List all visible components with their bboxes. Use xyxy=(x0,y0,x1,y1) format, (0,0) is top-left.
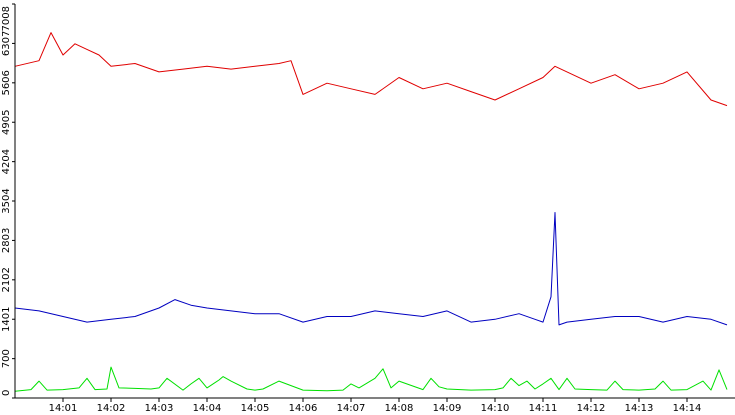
series-layer xyxy=(14,32,728,392)
y-tick-label: 700 xyxy=(1,349,12,368)
y-tick-label: 2102 xyxy=(1,267,12,292)
x-tick-label: 14:05 xyxy=(241,403,270,414)
x-tick-label: 14:06 xyxy=(289,403,318,414)
series-line-0 xyxy=(14,32,728,107)
series-line-1 xyxy=(14,212,728,326)
y-tick-label: 3504 xyxy=(1,188,12,213)
x-tick-label: 14:13 xyxy=(625,403,654,414)
y-tick-label: 4204 xyxy=(1,149,12,174)
y-tick-label: 4905 xyxy=(1,110,12,135)
x-tick-label: 14:10 xyxy=(481,403,510,414)
y-tick-label: 1401 xyxy=(1,307,12,332)
y-tick-label: 6307 xyxy=(1,31,12,56)
x-tick-label: 14:03 xyxy=(145,403,174,414)
x-tick-label: 14:09 xyxy=(433,403,462,414)
x-tick-label: 14:01 xyxy=(49,403,78,414)
x-tick-label: 14:07 xyxy=(337,403,366,414)
y-tick-label: 7008 xyxy=(1,6,12,31)
x-tick-label: 14:14 xyxy=(673,403,702,414)
y-tick-label: 2803 xyxy=(1,228,12,253)
x-tick-label: 14:04 xyxy=(193,403,222,414)
x-tick-label: 14:08 xyxy=(385,403,414,414)
y-tick-label: 5606 xyxy=(1,70,12,95)
x-tick-label: 14:12 xyxy=(577,403,606,414)
x-axis-ticks: 14:01 14:02 14:03 14:04 14:05 14:06 14:07 14:08… xyxy=(49,398,702,414)
series-line-2 xyxy=(14,366,728,392)
x-tick-label: 14:02 xyxy=(97,403,126,414)
y-tick-label: 0 xyxy=(1,390,12,396)
x-tick-label: 14:11 xyxy=(529,403,558,414)
